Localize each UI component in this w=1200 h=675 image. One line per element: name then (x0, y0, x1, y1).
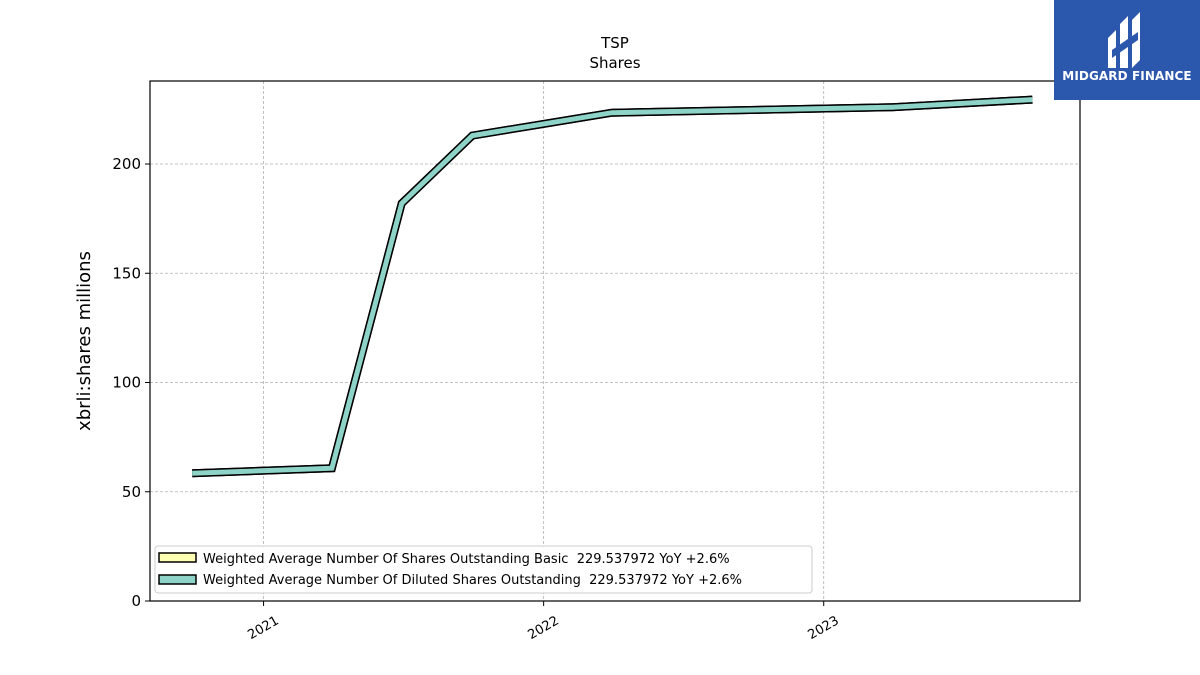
brand-mark-icon (1108, 12, 1140, 68)
x-tick-label: 2021 (245, 613, 281, 643)
plot-frame (149, 80, 1081, 602)
x-tick-label: 2022 (525, 613, 561, 643)
y-tick-label: 150 (112, 264, 141, 282)
legend-label-diluted: Weighted Average Number Of Diluted Share… (203, 573, 742, 588)
legend-label-basic: Weighted Average Number Of Shares Outsta… (203, 552, 730, 567)
chart-subtitle: Shares (589, 54, 640, 72)
brand-logo: MIDGARD FINANCE (1054, 0, 1200, 100)
y-tick-label: 0 (131, 592, 141, 610)
legend-swatch-basic (158, 552, 197, 563)
x-tick-label: 2023 (806, 613, 842, 643)
y-tick-label: 50 (122, 483, 141, 501)
y-axis-label: xbrli:shares millions (74, 251, 95, 431)
grid-lines (150, 81, 1080, 602)
legend-swatch-diluted (158, 574, 197, 585)
legend-box (154, 545, 813, 594)
y-tick-label: 200 (112, 155, 141, 173)
series-line-0 (192, 97, 1033, 476)
legend: Weighted Average Number Of Shares Outsta… (154, 545, 813, 594)
series-outline-0 (192, 95, 1033, 478)
brand-name: MIDGARD FINANCE (1062, 69, 1192, 83)
chart-title: TSP (600, 34, 629, 52)
series-lines (192, 95, 1033, 478)
series-outline-1 (192, 95, 1033, 478)
series-line-1 (192, 97, 1033, 476)
y-tick-label: 100 (112, 374, 141, 392)
